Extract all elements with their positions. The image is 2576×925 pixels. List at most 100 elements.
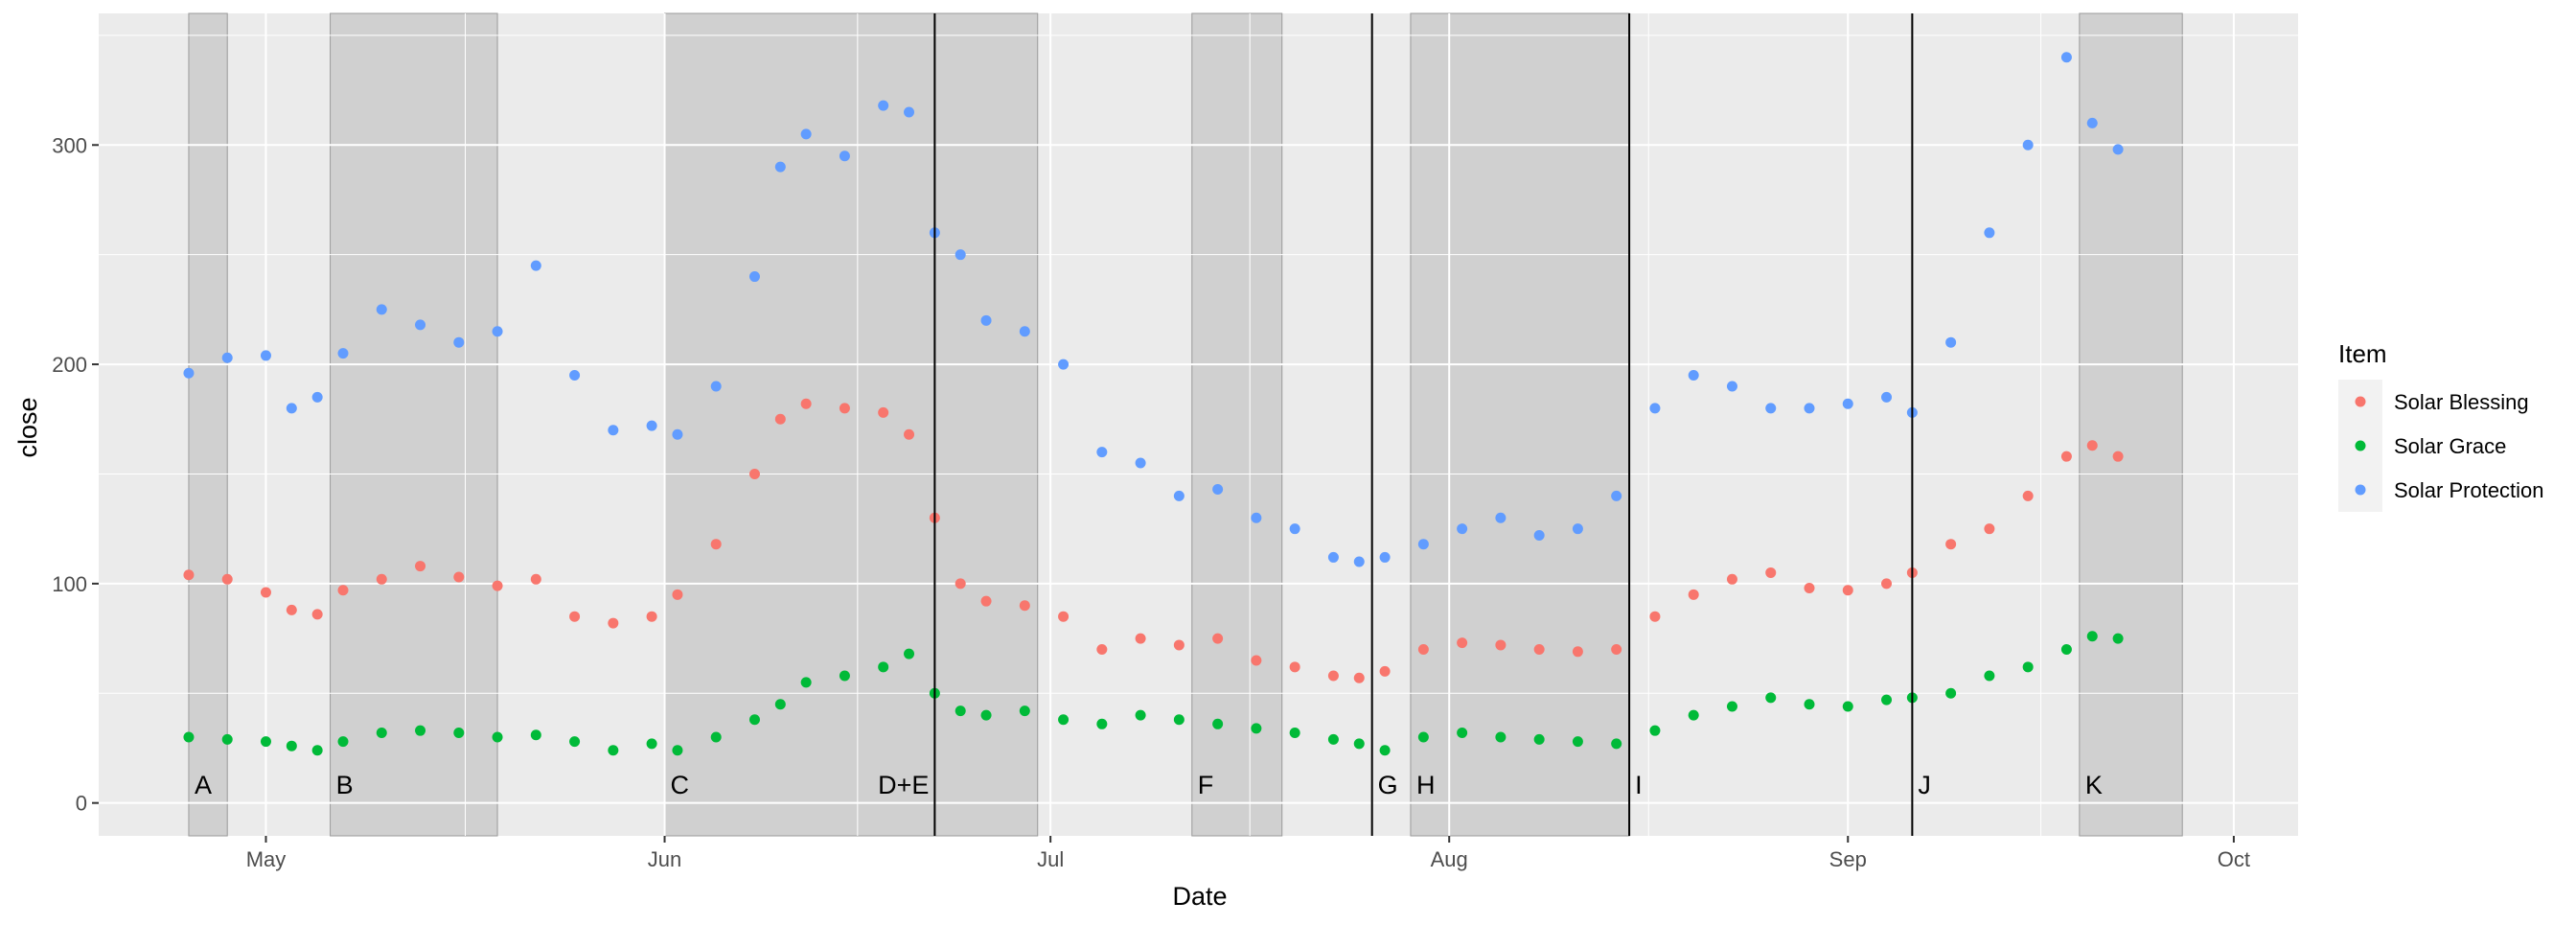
point-solar-blessing <box>904 428 915 440</box>
point-solar-grace <box>1379 745 1391 756</box>
point-solar-protection <box>954 249 966 261</box>
shaded-period-b <box>330 12 498 837</box>
point-solar-protection <box>1881 391 1893 403</box>
point-solar-grace <box>376 727 387 738</box>
event-lines <box>933 13 1914 836</box>
point-solar-blessing <box>569 611 581 622</box>
point-solar-blessing <box>1353 672 1365 683</box>
point-solar-blessing <box>1327 670 1339 682</box>
point-solar-blessing <box>453 571 465 583</box>
point-solar-blessing <box>1495 639 1506 651</box>
x-tick-label: Sep <box>1829 847 1867 871</box>
point-solar-grace <box>748 714 760 726</box>
event-label-i: I <box>1635 771 1643 799</box>
point-solar-grace <box>1353 738 1365 750</box>
point-solar-blessing <box>954 578 966 590</box>
point-solar-protection <box>1251 512 1262 523</box>
legend-label-solar-grace: Solar Grace <box>2394 434 2506 458</box>
point-solar-protection <box>1649 403 1661 414</box>
x-tick-label: Aug <box>1431 847 1468 871</box>
y-tick-label: 200 <box>52 353 87 377</box>
point-solar-blessing <box>260 587 271 598</box>
point-solar-blessing <box>1251 655 1262 666</box>
point-solar-protection <box>1096 447 1108 458</box>
series-solar-protection <box>183 52 2124 567</box>
point-solar-blessing <box>839 403 850 414</box>
point-solar-protection <box>1417 539 1429 550</box>
point-solar-grace <box>1533 733 1545 745</box>
point-solar-blessing <box>376 573 387 585</box>
point-solar-protection <box>1457 523 1468 535</box>
point-solar-blessing <box>1984 523 1995 535</box>
point-solar-grace <box>1417 731 1429 743</box>
shaded-period-f <box>1191 12 1283 837</box>
x-tick-label: Oct <box>2218 847 2250 871</box>
point-solar-grace <box>492 731 503 743</box>
point-solar-grace <box>1212 718 1224 729</box>
point-solar-protection <box>2112 144 2124 155</box>
period-label-a: A <box>195 771 212 799</box>
point-solar-blessing <box>608 617 619 629</box>
point-solar-blessing <box>1765 567 1777 578</box>
point-solar-grace <box>1058 714 1070 726</box>
point-solar-blessing <box>337 585 349 596</box>
event-label-g: G <box>1378 771 1398 799</box>
point-solar-grace <box>672 745 683 756</box>
point-solar-grace <box>774 699 786 710</box>
point-solar-blessing <box>672 589 683 600</box>
point-solar-blessing <box>1289 661 1300 673</box>
point-solar-grace <box>839 670 850 682</box>
point-solar-protection <box>415 319 426 331</box>
point-solar-blessing <box>800 398 812 409</box>
legend-marker-solar-blessing <box>2355 396 2366 407</box>
point-solar-protection <box>1019 326 1030 337</box>
point-solar-protection <box>1945 336 1957 348</box>
point-solar-grace <box>980 709 992 721</box>
point-solar-blessing <box>878 406 889 418</box>
legend: Item Solar Blessing Solar Grace Solar Prot… <box>2338 339 2544 512</box>
point-solar-blessing <box>774 413 786 425</box>
point-solar-blessing <box>2086 440 2098 451</box>
x-axis-title: Date <box>1172 882 1227 911</box>
point-solar-grace <box>1984 670 1995 682</box>
point-solar-grace <box>1881 694 1893 705</box>
point-solar-blessing <box>2112 451 2124 462</box>
point-solar-grace <box>1842 701 1853 712</box>
point-solar-grace <box>1726 701 1737 712</box>
point-solar-blessing <box>710 539 722 550</box>
point-solar-protection <box>980 314 992 326</box>
point-solar-blessing <box>311 609 323 620</box>
point-solar-blessing <box>1726 573 1737 585</box>
point-solar-grace <box>183 731 195 743</box>
point-solar-grace <box>337 736 349 748</box>
legend-label-solar-blessing: Solar Blessing <box>2394 390 2529 414</box>
point-solar-protection <box>1058 358 1070 370</box>
point-solar-blessing <box>1058 611 1070 622</box>
point-solar-protection <box>774 161 786 173</box>
point-solar-grace <box>878 661 889 673</box>
period-label-k: K <box>2085 771 2103 799</box>
x-tick-label: Jun <box>648 847 681 871</box>
point-solar-protection <box>1135 457 1146 469</box>
point-solar-protection <box>1842 398 1853 409</box>
point-solar-grace <box>260 736 271 748</box>
point-solar-blessing <box>1804 582 1815 593</box>
point-solar-protection <box>1353 556 1365 567</box>
point-solar-grace <box>569 736 581 748</box>
point-solar-protection <box>183 367 195 379</box>
point-solar-grace <box>710 731 722 743</box>
point-solar-blessing <box>1688 589 1699 600</box>
point-solar-blessing <box>646 611 657 622</box>
x-tick-label: May <box>246 847 287 871</box>
period-label-h: H <box>1416 771 1436 799</box>
point-solar-grace <box>286 740 297 752</box>
point-solar-blessing <box>1212 633 1224 644</box>
point-solar-blessing <box>1945 539 1957 550</box>
point-solar-grace <box>1688 709 1699 721</box>
point-solar-blessing <box>492 580 503 591</box>
point-solar-blessing <box>1842 585 1853 596</box>
x-tick-label: Jul <box>1037 847 1064 871</box>
point-solar-protection <box>1212 483 1224 495</box>
point-solar-blessing <box>1572 646 1583 658</box>
